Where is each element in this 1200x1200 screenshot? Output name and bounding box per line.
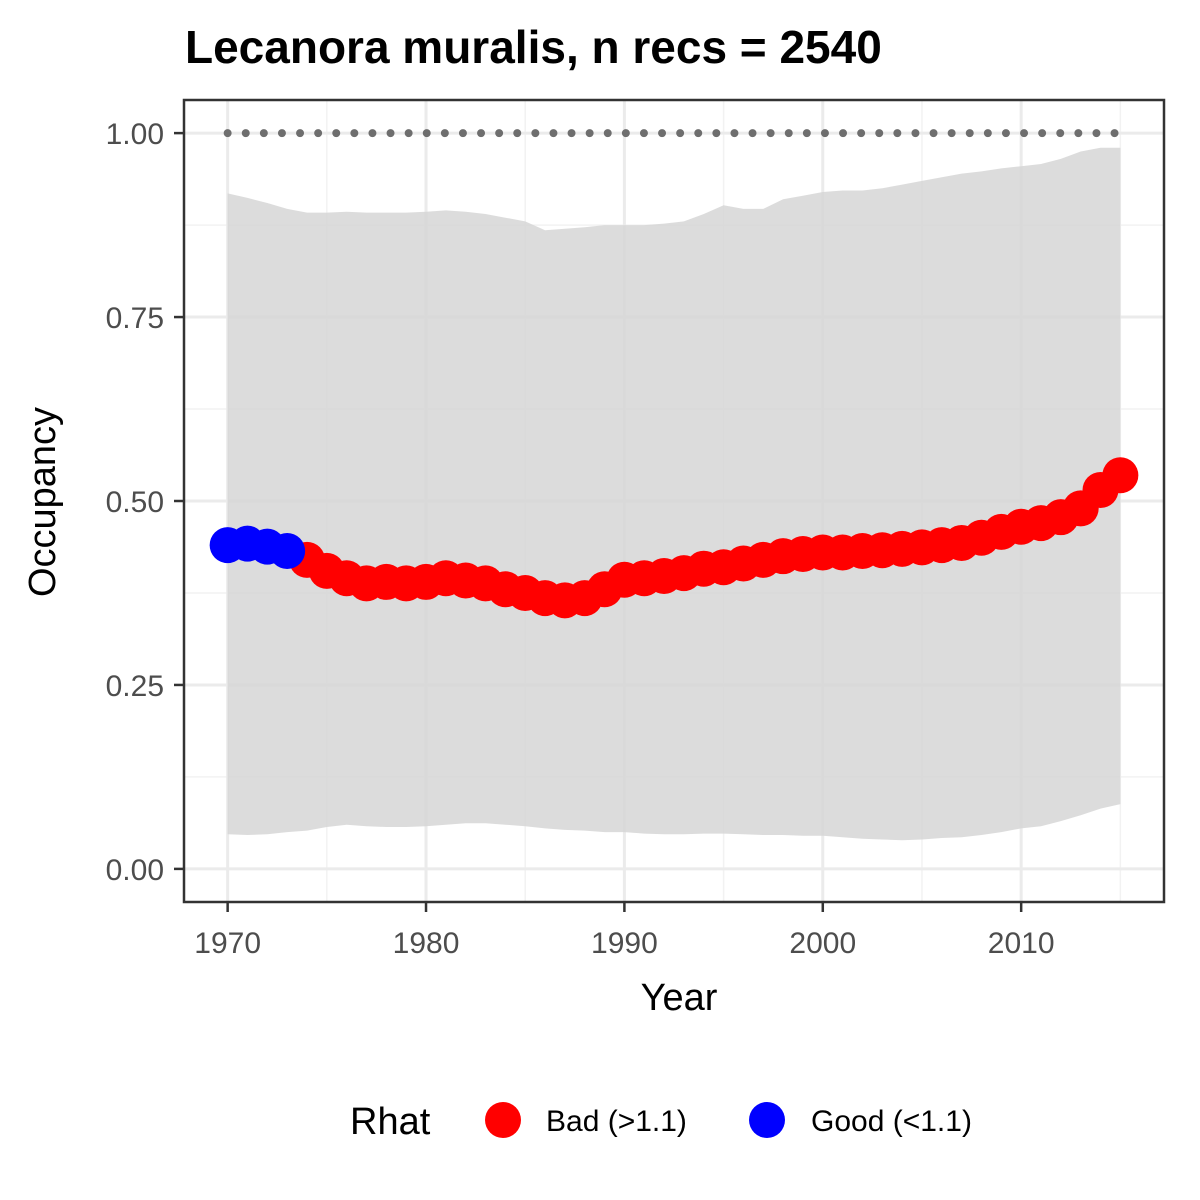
chart-title: Lecanora muralis, n recs = 2540 <box>185 21 882 73</box>
y-axis: 0.00 0.25 0.50 0.75 1.00 <box>106 118 184 887</box>
legend-key <box>749 1102 785 1138</box>
credible-interval-ribbon <box>227 147 1121 841</box>
y-tick-label: 0.50 <box>106 486 164 519</box>
x-tick-label: 1970 <box>194 927 261 960</box>
legend-label: Good (<1.1) <box>811 1105 972 1138</box>
x-tick-label: 2000 <box>789 927 856 960</box>
data-point <box>1102 457 1139 494</box>
legend-key <box>485 1102 521 1138</box>
y-axis-title: Occupancy <box>22 407 64 597</box>
y-tick-label: 0.75 <box>106 302 164 335</box>
y-tick-label: 1.00 <box>106 118 164 151</box>
y-tick-label: 0.00 <box>106 854 164 887</box>
y-tick-label: 0.25 <box>106 670 164 703</box>
legend-title: Rhat <box>350 1101 431 1143</box>
legend-label: Bad (>1.1) <box>546 1105 687 1138</box>
x-tick-label: 1990 <box>591 927 658 960</box>
legend: Rhat Bad (>1.1) Good (<1.1) <box>350 1101 972 1143</box>
data-point <box>269 533 306 570</box>
x-axis: 1970 1980 1990 2000 2010 <box>194 902 1055 960</box>
x-tick-label: 1980 <box>393 927 460 960</box>
x-tick-label: 2010 <box>988 927 1055 960</box>
x-axis-title: Year <box>641 977 718 1019</box>
plot-panel <box>182 98 1166 904</box>
